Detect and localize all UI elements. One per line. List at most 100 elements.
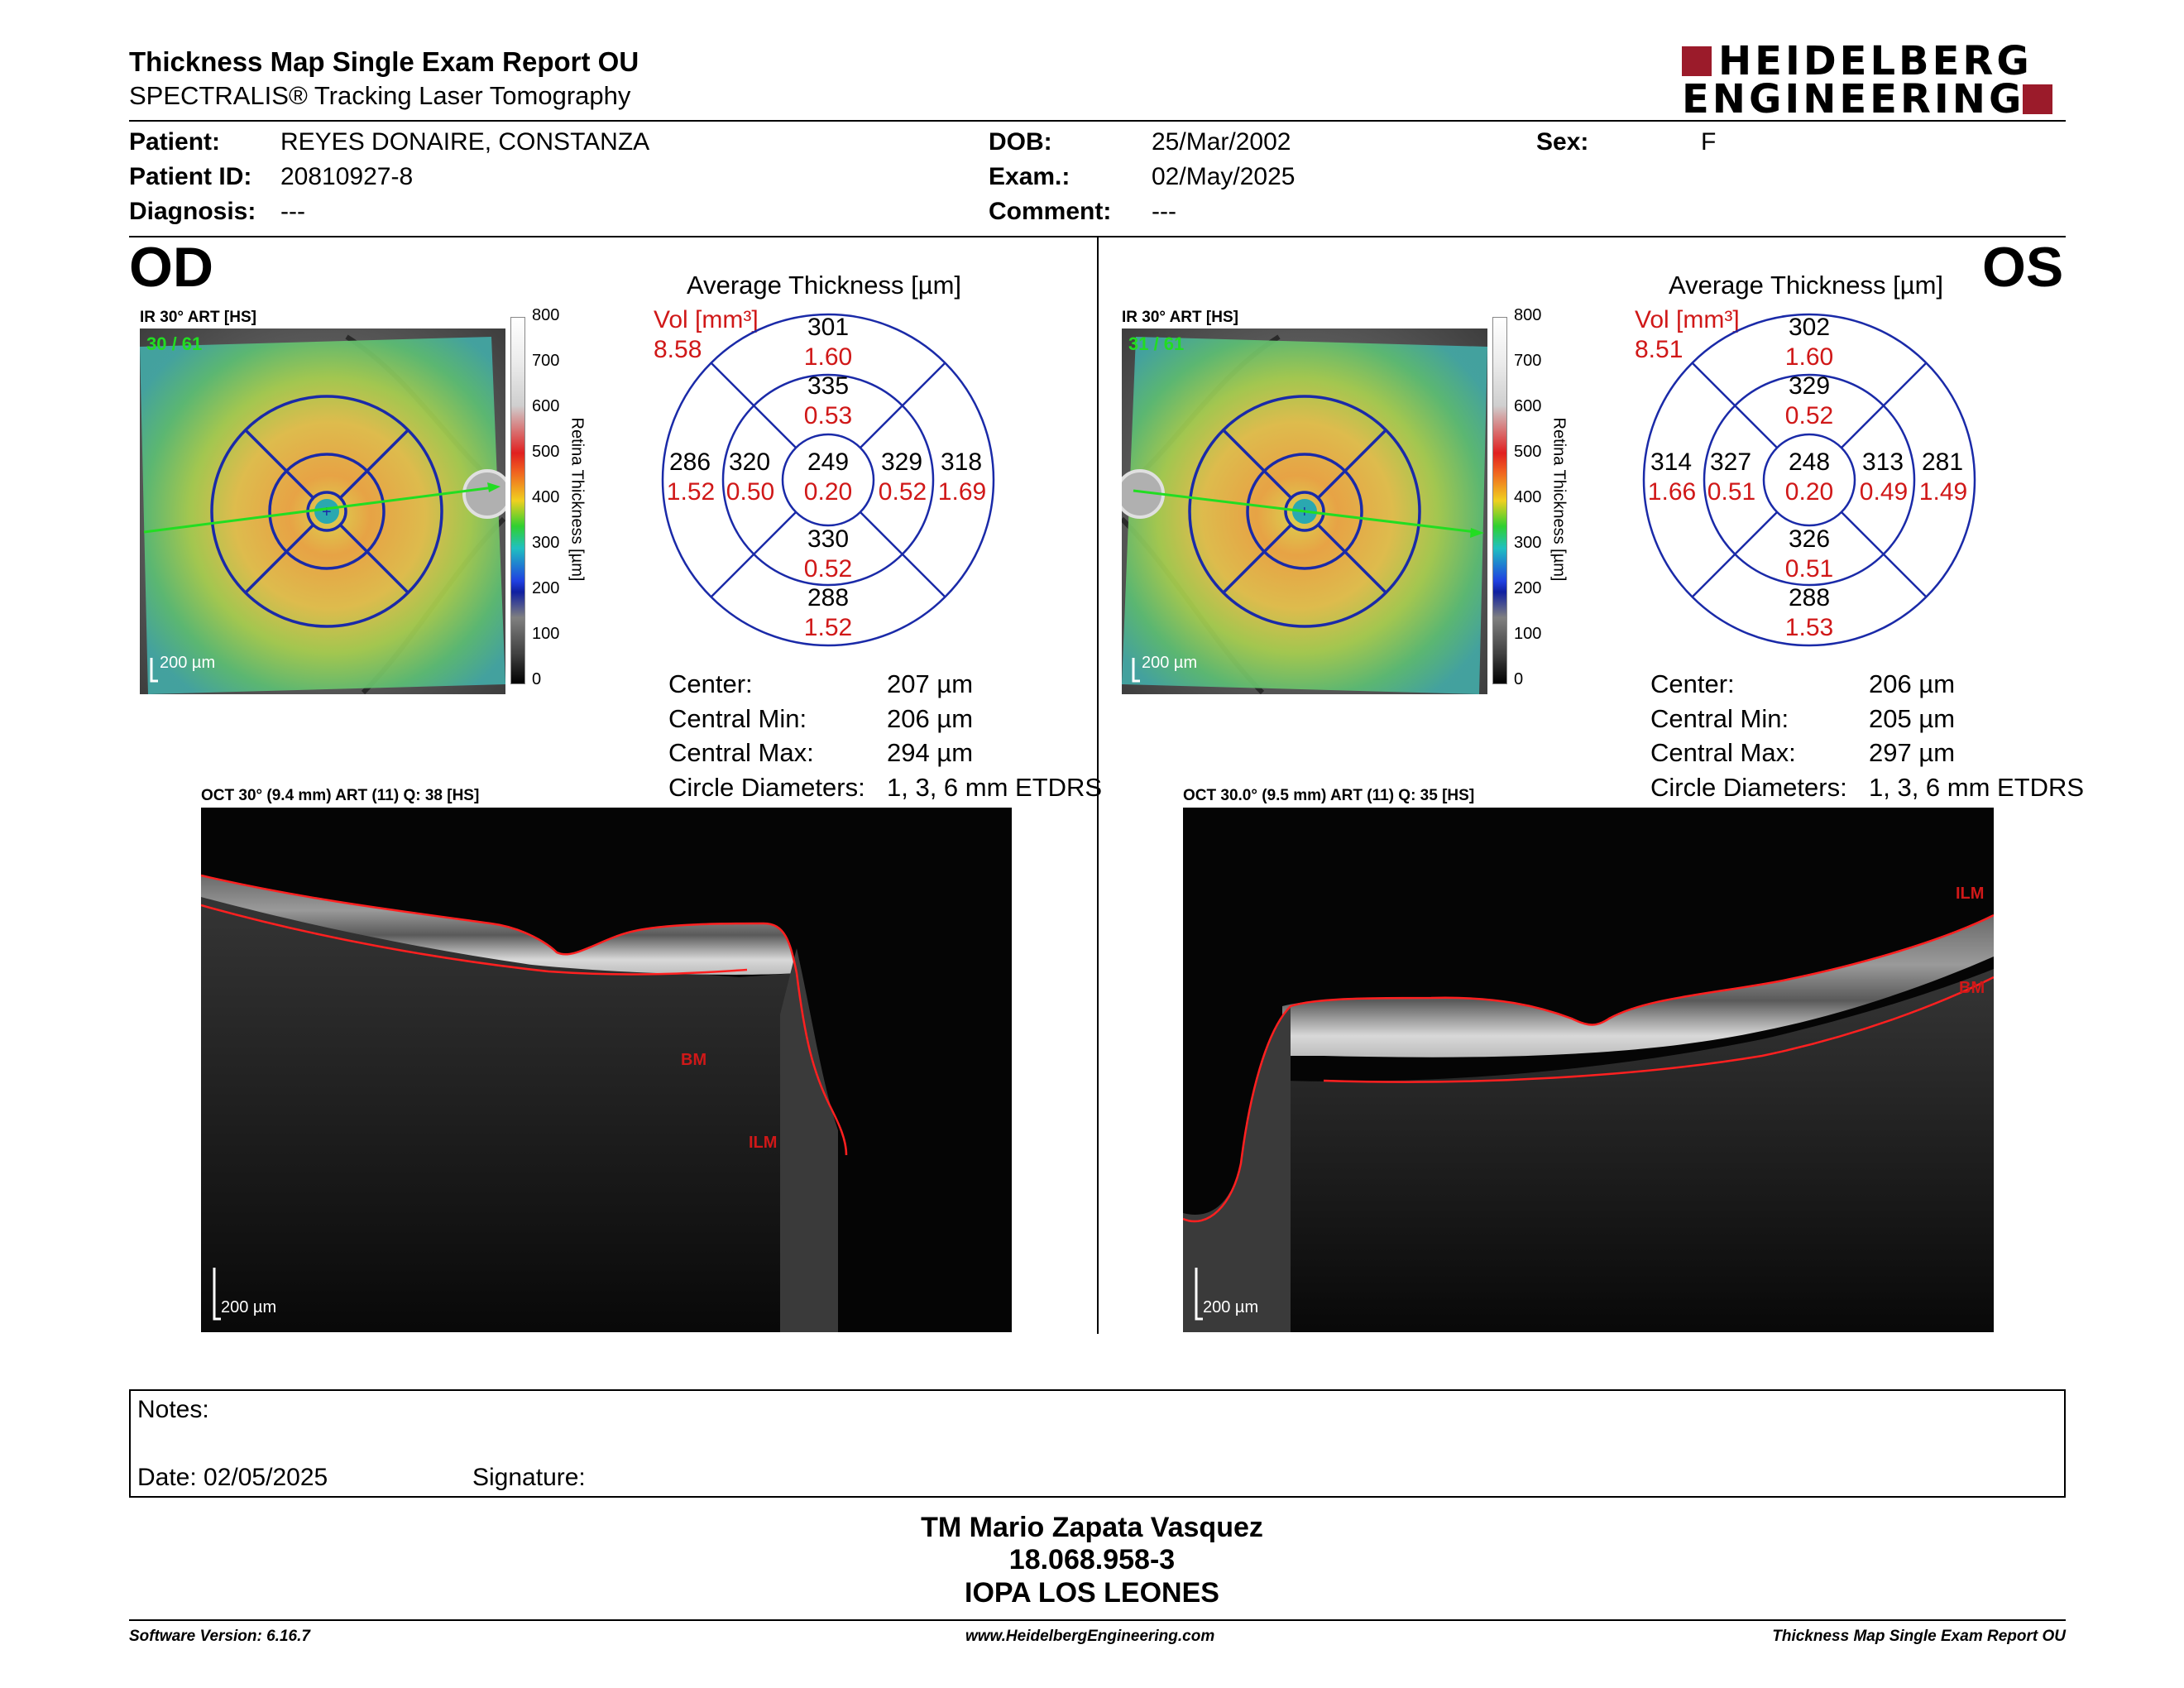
od-outer-sup-volume: 1.60 [803, 343, 853, 371]
od-inner-left-volume: 0.50 [726, 478, 775, 506]
od-ilm-label: ILM [749, 1134, 777, 1152]
notes-box[interactable]: Notes: Date: 02/05/2025 Signature: [129, 1389, 2066, 1498]
od-colorbar-label: Retina Thickness [µm] [568, 417, 587, 582]
os-ir-count: 31 / 61 [1128, 333, 1184, 354]
os-tick-300: 300 [1514, 534, 1542, 552]
os-tick-0: 0 [1514, 670, 1524, 688]
signer-name: TM Mario Zapata Vasquez [921, 1512, 1263, 1543]
os-min-label: Central Min: [1650, 704, 1789, 733]
od-outer-inf-thickness: 288 [807, 584, 850, 611]
os-scan-arrow [1470, 528, 1484, 538]
od-tick-100: 100 [532, 625, 560, 643]
od-tick-600: 600 [532, 397, 560, 415]
os-center-label: Center: [1650, 669, 1735, 698]
od-diam-value: 1, 3, 6 mm ETDRS [887, 773, 1103, 802]
os-outer-right-volume: 1.49 [1918, 478, 1968, 506]
logo-square-bottom [2023, 84, 2052, 114]
od-ir-label: IR 30° ART [HS] [140, 309, 256, 326]
os-min-value: 205 µm [1869, 704, 1956, 733]
report-subtitle: SPECTRALIS® Tracking Laser Tomography [129, 81, 631, 110]
os-center-thickness: 248 [1788, 448, 1831, 476]
os-colorbar-ticks: 800 700 600 500 400 300 200 100 0 [1514, 306, 1547, 695]
od-min-value: 206 µm [887, 704, 974, 733]
od-tick-400: 400 [532, 488, 560, 506]
od-scan-arrow [487, 482, 500, 492]
od-inner-right-thickness: 329 [880, 448, 923, 476]
od-vol-label: Vol [mm³] [654, 306, 759, 333]
os-ilm-line [1183, 914, 1994, 1223]
notes-signature: Signature: [472, 1464, 586, 1491]
center-divider [1097, 237, 1099, 1334]
os-vol-label: Vol [mm³] [1635, 306, 1740, 333]
os-diam-value: 1, 3, 6 mm ETDRS [1869, 773, 2085, 802]
os-colorbar [1492, 317, 1507, 684]
os-outer-sup-volume: 1.60 [1784, 343, 1834, 371]
report-title: Thickness Map Single Exam Report OU [129, 46, 639, 77]
os-oct-scan: ILM BM 200 µm [1183, 808, 1994, 1332]
os-center-value: 206 µm [1869, 669, 1956, 698]
od-oct-scale-label: 200 µm [221, 1298, 276, 1316]
od-inner-right-volume: 0.52 [878, 478, 927, 506]
sex-value: F [1701, 128, 1717, 156]
os-max-label: Central Max: [1650, 738, 1796, 767]
od-outer-left-thickness: 286 [668, 448, 711, 476]
notes-label: Notes: [137, 1396, 209, 1423]
od-oct-label: OCT 30° (9.4 mm) ART (11) Q: 38 [HS] [201, 787, 480, 804]
od-inner-sup-thickness: 335 [807, 372, 850, 400]
software-version: Software Version: 6.16.7 [129, 1628, 310, 1645]
od-fovea-cross: + [322, 503, 332, 521]
os-colorbar-label: Retina Thickness [µm] [1549, 417, 1569, 582]
od-center-value: 207 µm [887, 669, 974, 698]
od-tick-800: 800 [532, 306, 560, 324]
od-etdrs-values: 301 1.60 335 0.53 286 1.52 320 0.50 249 … [659, 310, 998, 650]
os-oct-label: OCT 30.0° (9.5 mm) ART (11) Q: 35 [HS] [1183, 787, 1475, 804]
patient-id: 20810927-8 [280, 163, 414, 190]
os-inner-sup-volume: 0.52 [1784, 402, 1834, 429]
patient-rule [129, 236, 2066, 237]
os-outer-inf-thickness: 288 [1788, 584, 1831, 611]
signer-org: IOPA LOS LEONES [965, 1577, 1219, 1609]
os-inner-left-volume: 0.51 [1707, 478, 1756, 506]
od-optic-cup [780, 948, 838, 1332]
diagnosis-label: Diagnosis: [129, 198, 256, 225]
od-colorbar [510, 317, 525, 684]
os-scan-line [1133, 489, 1477, 534]
os-etdrs-chart [1642, 313, 1976, 647]
od-tick-0: 0 [532, 670, 542, 688]
signer-rut: 18.068.958-3 [1008, 1544, 1176, 1575]
website-link[interactable]: www.HeidelbergEngineering.com [965, 1628, 1215, 1645]
od-scale-bar [150, 658, 158, 683]
notes-date: Date: 02/05/2025 [137, 1464, 328, 1491]
od-max-value: 294 µm [887, 738, 974, 767]
od-vol-value: 8.58 [654, 336, 702, 363]
comment-value: --- [1152, 198, 1176, 225]
od-avg-title: Average Thickness [µm] [687, 271, 962, 300]
os-bm-line [1323, 976, 1994, 1083]
sex-label: Sex: [1536, 128, 1589, 156]
od-fovea-fill [314, 499, 339, 524]
od-eye-label: OD [129, 236, 213, 299]
od-outer-inf-volume: 1.52 [803, 614, 853, 641]
os-outer-sup-thickness: 302 [1788, 314, 1831, 341]
os-etdrs-grid [1188, 395, 1421, 628]
patient-label: Patient: [129, 128, 221, 156]
od-colorbar-ticks: 800 700 600 500 400 300 200 100 0 [532, 306, 565, 695]
os-tick-700: 700 [1514, 352, 1542, 370]
patient-name: REYES DONAIRE, CONSTANZA [280, 128, 650, 156]
os-scale-bar [1132, 658, 1140, 683]
od-max-label: Central Max: [668, 738, 814, 767]
logo-square-top [1682, 46, 1712, 76]
header-rule [129, 120, 2066, 122]
comment-label: Comment: [989, 198, 1112, 225]
od-scale-label: 200 µm [160, 654, 215, 672]
os-inner-right-thickness: 313 [1861, 448, 1904, 476]
od-inner-left-thickness: 320 [728, 448, 771, 476]
os-eye-label: OS [1982, 236, 2064, 299]
od-tick-700: 700 [532, 352, 560, 370]
os-avg-title: Average Thickness [µm] [1669, 271, 1944, 300]
od-ilm-line [201, 874, 848, 1156]
patient-id-label: Patient ID: [129, 163, 252, 190]
od-inner-inf-volume: 0.52 [803, 555, 853, 583]
dob-label: DOB: [989, 128, 1052, 156]
od-choroid [201, 890, 797, 1332]
